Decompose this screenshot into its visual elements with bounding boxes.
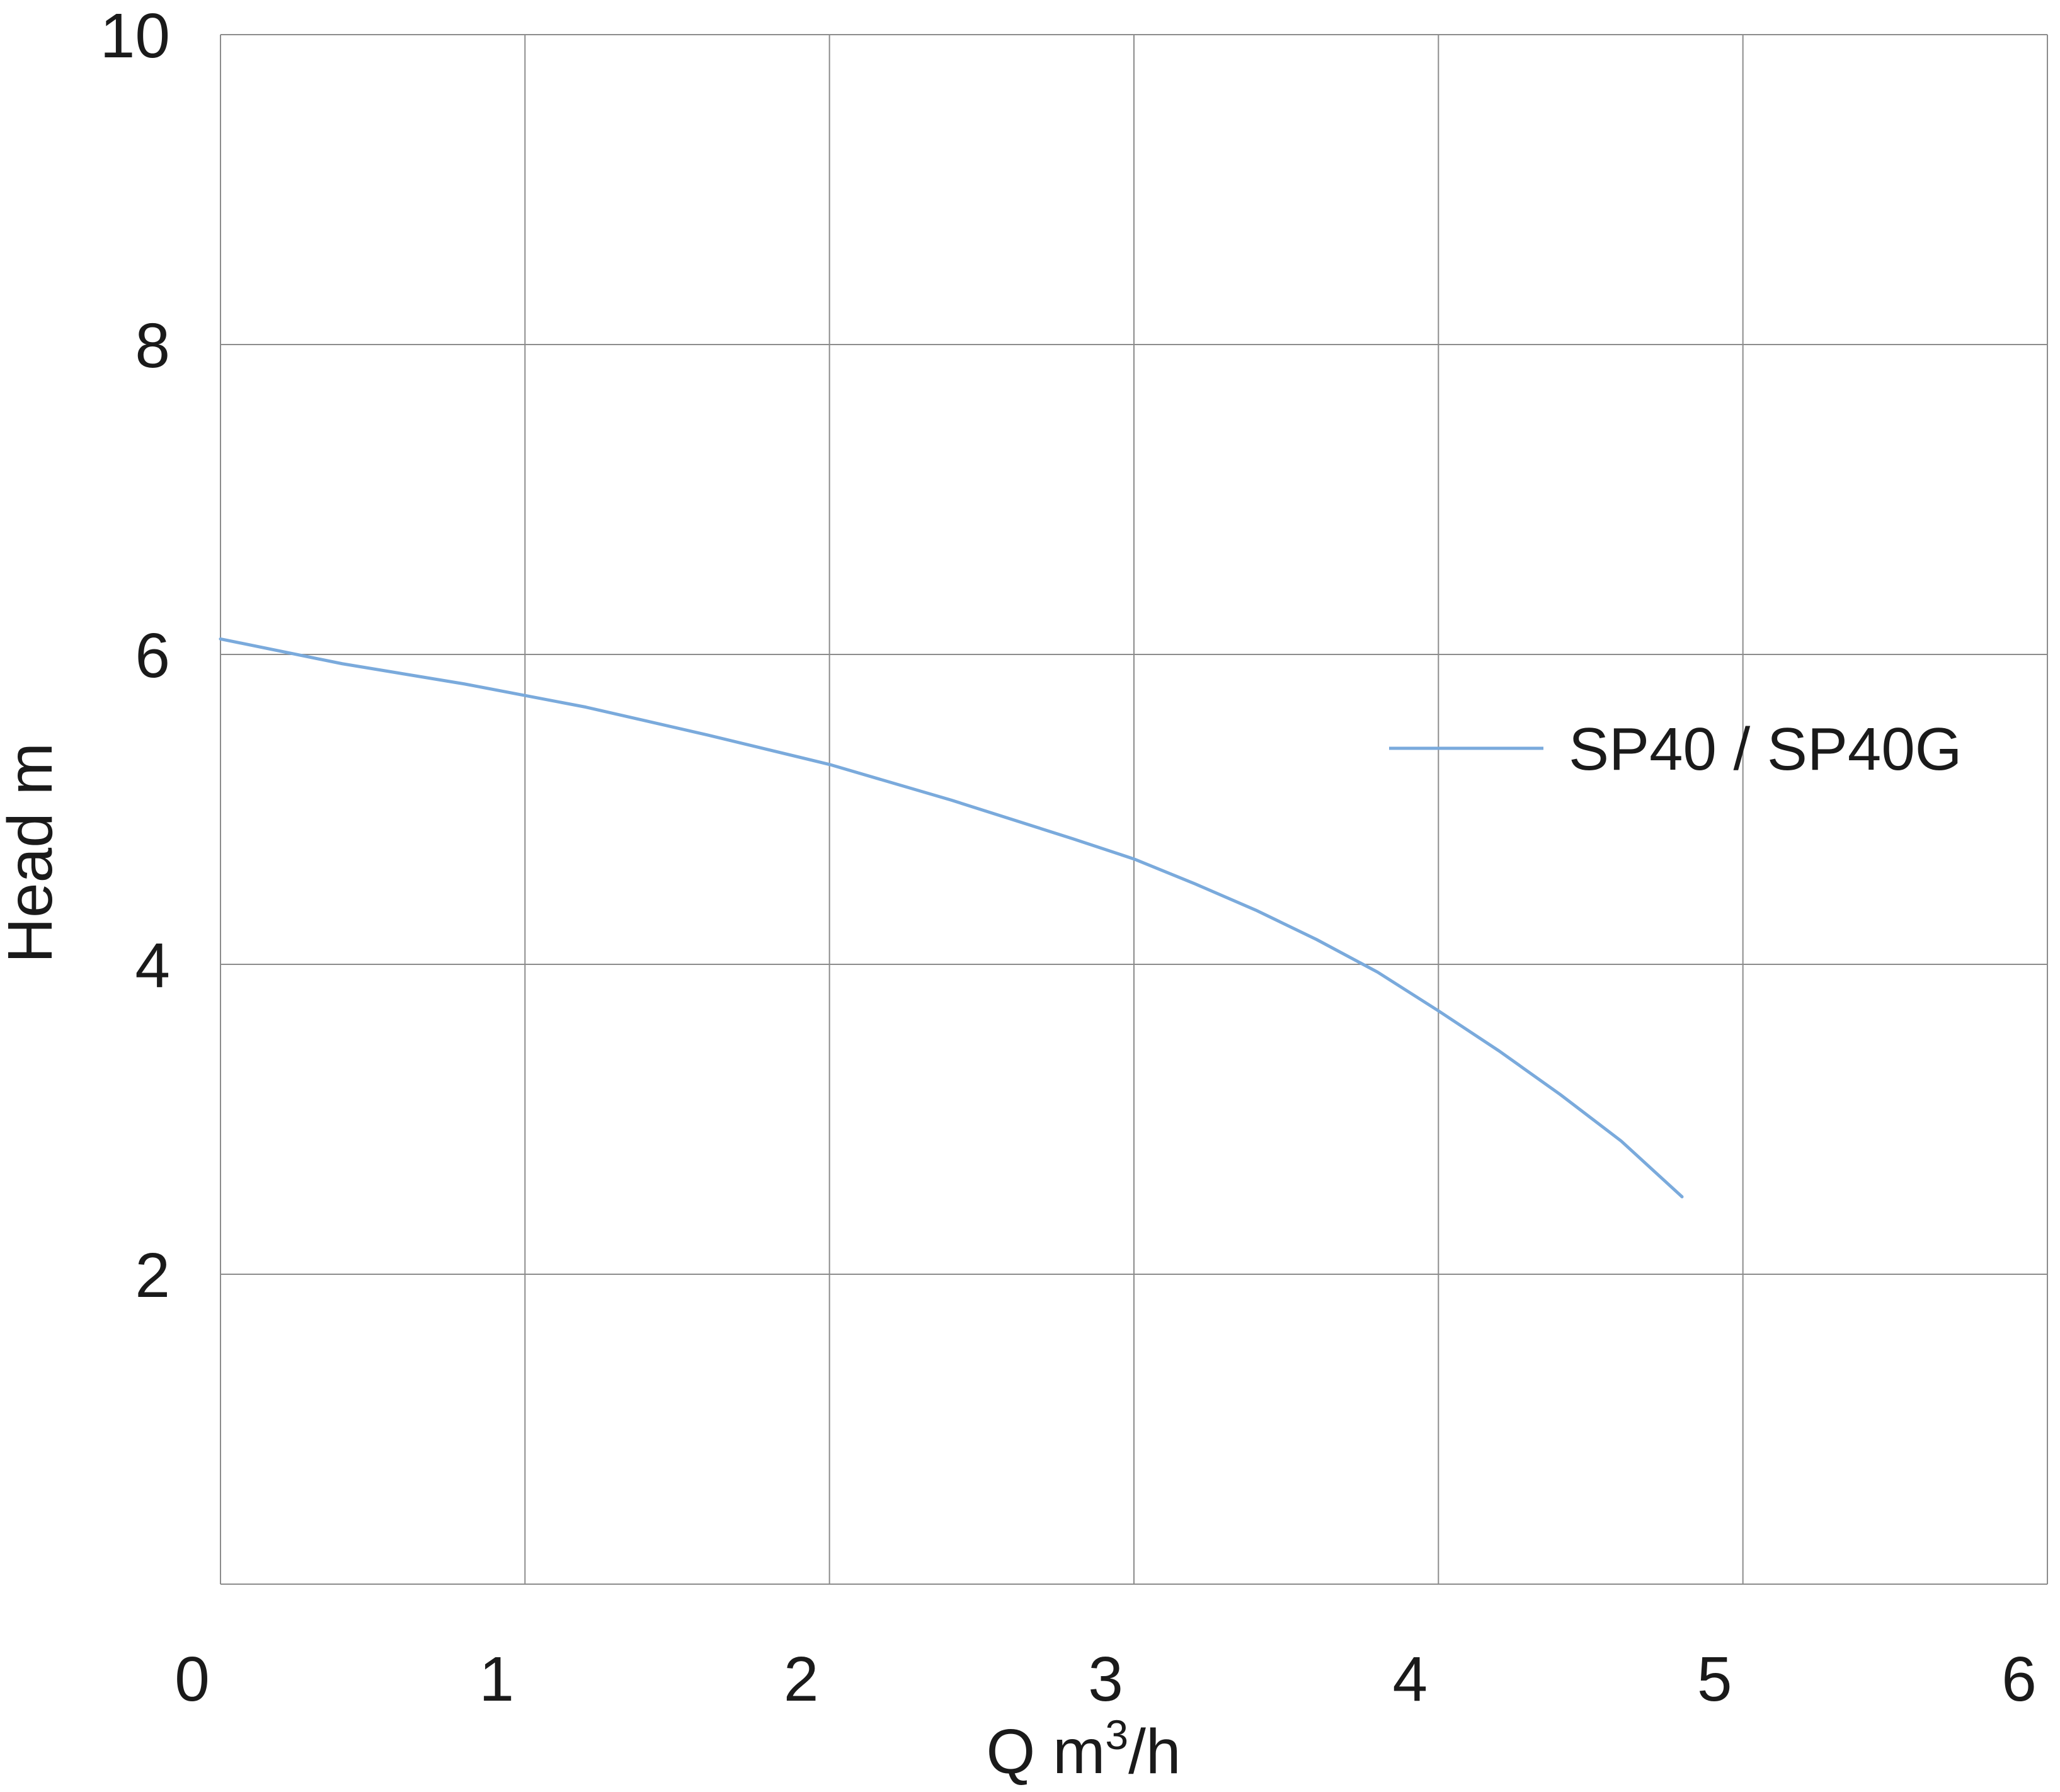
x-axis-title-base: Q m — [987, 1716, 1106, 1787]
x-tick-label: 3 — [1088, 1644, 1123, 1715]
series-layer — [219, 637, 1684, 1199]
grid — [220, 34, 2048, 1585]
legend: SP40 / SP40G — [1389, 716, 1962, 783]
axis-titles: Q m3/h Head m — [0, 743, 1181, 1787]
x-tick-label: 5 — [1697, 1644, 1732, 1715]
y-tick-label: 6 — [135, 620, 170, 691]
legend-label: SP40 / SP40G — [1569, 716, 1962, 783]
y-axis-title: Head m — [0, 743, 66, 963]
y-tick-label: 2 — [135, 1240, 170, 1311]
x-tick-label: 4 — [1393, 1644, 1428, 1715]
x-axis-title: Q m3/h — [987, 1711, 1181, 1787]
x-tick-label: 1 — [479, 1644, 515, 1715]
x-tick-label: 2 — [784, 1644, 819, 1715]
x-axis-title-sup: 3 — [1105, 1711, 1128, 1758]
y-tick-label: 10 — [100, 1, 170, 71]
y-tick-label: 4 — [135, 930, 170, 1001]
y-tick-label: 8 — [135, 311, 170, 381]
series-line — [219, 637, 1684, 1199]
x-tick-label: 6 — [2001, 1644, 2037, 1715]
tick-labels: 0 1 2 3 4 5 6 2 4 6 8 10 — [100, 1, 2037, 1715]
x-tick-label: 0 — [175, 1644, 210, 1715]
x-axis-title-tail: /h — [1128, 1716, 1181, 1787]
